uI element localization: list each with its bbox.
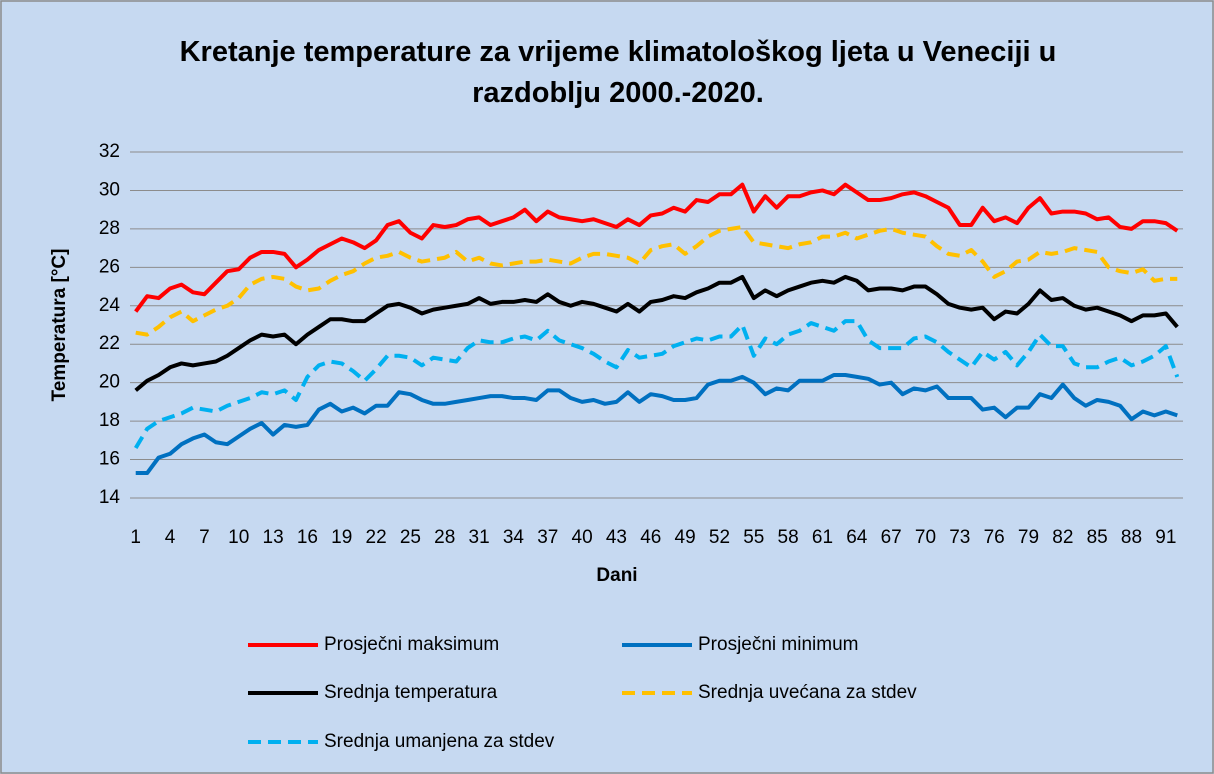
series-line [135, 224, 1178, 337]
x-tick-label: 25 [400, 527, 421, 548]
x-tick-label: 34 [503, 527, 525, 548]
series-line [134, 274, 1179, 392]
x-tick-label: 64 [846, 527, 868, 548]
x-tick-label: 1 [130, 527, 141, 548]
x-tick-label: 19 [331, 527, 352, 548]
y-tick-label: 16 [99, 449, 120, 470]
x-tick-label: 70 [915, 527, 936, 548]
x-tick-label: 76 [984, 527, 1005, 548]
legend-label: Prosječni minimum [698, 634, 858, 655]
legend-label: Srednja umanjena za stdev [324, 731, 555, 752]
x-tick-label: 79 [1018, 527, 1039, 548]
x-tick-label: 46 [640, 527, 661, 548]
y-tick-label: 20 [99, 372, 120, 393]
x-tick-label: 88 [1121, 527, 1142, 548]
x-tick-label: 61 [812, 527, 833, 548]
x-tick-label: 7 [199, 527, 210, 548]
y-tick-label: 26 [99, 256, 120, 277]
series-line [135, 372, 1178, 476]
y-tick-label: 18 [99, 410, 120, 431]
x-tick-label: 58 [778, 527, 799, 548]
y-tick-label: 22 [99, 333, 120, 354]
x-tick-label: 4 [165, 527, 176, 548]
x-tick-label: 82 [1052, 527, 1073, 548]
y-tick-label: 14 [99, 487, 121, 508]
chart-title: Kretanje temperature za vrijeme klimatol… [179, 36, 1057, 109]
x-tick-label: 16 [297, 527, 318, 548]
y-tick-label: 30 [99, 179, 120, 200]
x-tick-label: 91 [1155, 527, 1176, 548]
series-line [134, 319, 1180, 450]
x-tick-label: 85 [1087, 527, 1108, 548]
x-tick-label: 28 [434, 527, 455, 548]
x-tick-label: 13 [263, 527, 284, 548]
x-tick-label: 49 [675, 527, 696, 548]
x-tick-label: 37 [537, 527, 558, 548]
x-tick-label: 73 [949, 527, 970, 548]
legend-label: Srednja uvećana za stdev [698, 682, 917, 703]
y-tick-label: 32 [99, 141, 120, 162]
x-tick-label: 10 [228, 527, 249, 548]
x-tick-label: 52 [709, 527, 730, 548]
y-tick-label: 24 [99, 295, 121, 316]
x-tick-label: 43 [606, 527, 627, 548]
x-tick-label: 55 [743, 527, 764, 548]
y-axis-label: Temperatura [°C] [49, 249, 70, 402]
x-axis-label: Dani [596, 565, 637, 586]
series-line [134, 182, 1179, 313]
y-tick-label: 28 [99, 218, 120, 239]
legend-label: Prosječni maksimum [324, 634, 499, 655]
legend-label: Srednja temperatura [324, 682, 498, 703]
x-tick-label: 22 [366, 527, 387, 548]
x-tick-label: 67 [881, 527, 902, 548]
x-tick-label: 31 [469, 527, 490, 548]
x-tick-label: 40 [572, 527, 593, 548]
